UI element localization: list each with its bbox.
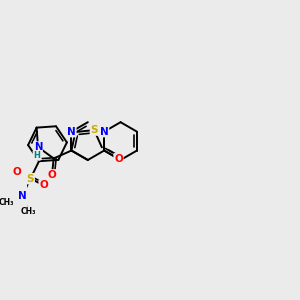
Text: N: N [67,127,76,136]
Text: CH₃: CH₃ [21,207,36,216]
Text: O: O [13,167,22,177]
Text: S: S [27,174,34,184]
Text: H: H [33,151,40,160]
Text: S: S [90,125,98,135]
Text: O: O [48,170,56,180]
Text: N: N [100,127,109,136]
Text: CH₃: CH₃ [0,198,15,207]
Text: O: O [114,154,123,164]
Text: N: N [34,142,42,152]
Text: O: O [39,180,48,190]
Text: N: N [17,191,26,201]
